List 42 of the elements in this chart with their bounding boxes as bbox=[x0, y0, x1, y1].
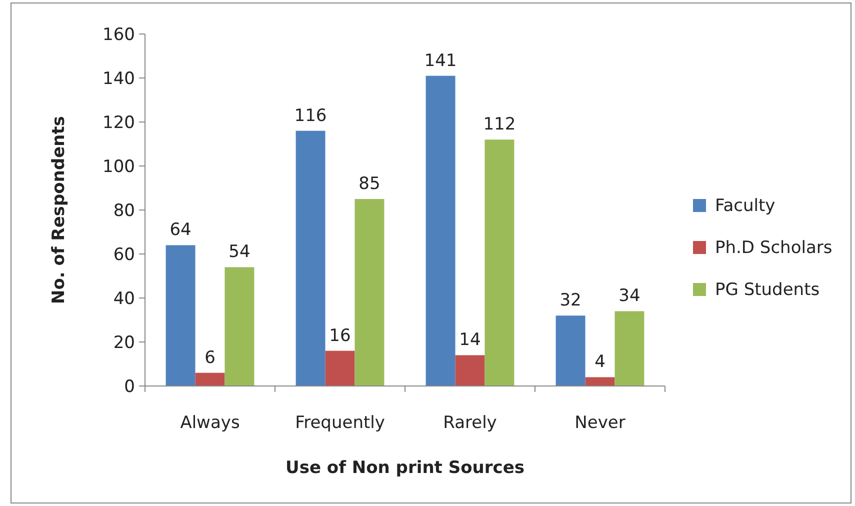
data-label: 16 bbox=[329, 326, 351, 346]
y-tick-label: 160 bbox=[102, 24, 135, 45]
data-label: 116 bbox=[294, 106, 327, 126]
data-label: 112 bbox=[483, 114, 516, 135]
y-tick-label: 40 bbox=[113, 288, 135, 309]
data-label: 85 bbox=[358, 174, 380, 194]
x-axis-title: Use of Non print Sources bbox=[286, 458, 524, 478]
bar bbox=[426, 76, 456, 386]
data-label: 6 bbox=[204, 348, 216, 368]
y-tick-label: 80 bbox=[113, 200, 135, 221]
bar bbox=[224, 267, 254, 386]
bar bbox=[484, 140, 514, 386]
data-label: 14 bbox=[459, 330, 481, 350]
bar bbox=[195, 372, 225, 386]
y-tick-label: 140 bbox=[102, 68, 135, 89]
bar bbox=[585, 377, 615, 386]
y-tick-label: 100 bbox=[102, 156, 135, 177]
data-label: 54 bbox=[228, 242, 250, 262]
y-tick-label: 60 bbox=[113, 244, 135, 265]
data-label: 32 bbox=[560, 290, 582, 311]
bar bbox=[614, 311, 644, 386]
legend-label: Faculty bbox=[715, 196, 776, 216]
y-tick-label: 0 bbox=[124, 376, 135, 397]
legend-label: PG Students bbox=[715, 280, 820, 300]
bar bbox=[354, 199, 384, 386]
y-tick-label: 20 bbox=[113, 332, 135, 353]
x-tick-label: Frequently bbox=[295, 413, 385, 433]
bar bbox=[556, 316, 586, 386]
y-tick-label: 120 bbox=[102, 112, 135, 133]
data-label: 141 bbox=[424, 50, 457, 71]
x-tick-label: Rarely bbox=[443, 413, 497, 433]
x-tick-label: Always bbox=[180, 413, 240, 433]
bar bbox=[455, 355, 485, 386]
data-label: 34 bbox=[618, 286, 640, 306]
y-axis-title: No. of Respondents bbox=[49, 116, 69, 304]
data-label: 64 bbox=[170, 220, 192, 240]
bar bbox=[296, 130, 326, 386]
bar bbox=[325, 350, 355, 386]
data-label: 4 bbox=[594, 352, 606, 372]
legend-label: Ph.D Scholars bbox=[715, 238, 832, 258]
x-tick-label: Never bbox=[574, 413, 626, 433]
bar bbox=[166, 245, 196, 386]
